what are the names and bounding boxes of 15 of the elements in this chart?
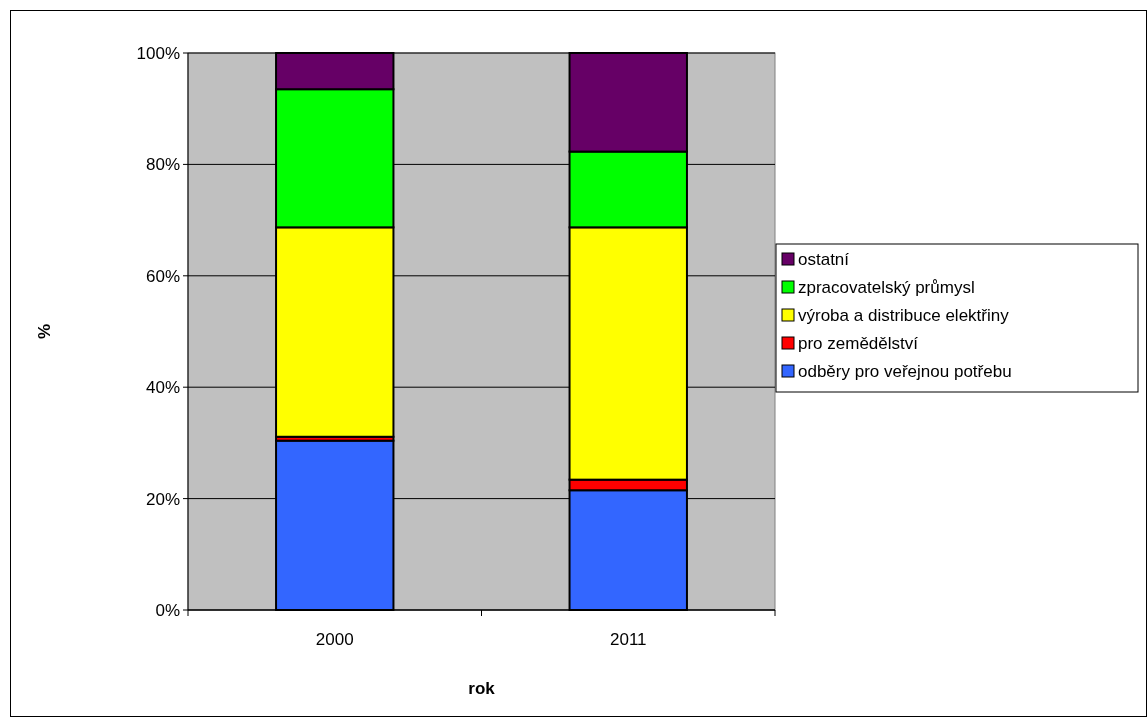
legend-label: ostatní [798,249,850,269]
y-axis-title: % [35,323,54,340]
x-axis-title: rok [468,679,496,698]
x-tick-label: 2000 [315,630,354,649]
y-tick-label: 60% [145,266,180,286]
y-tick-label: 100% [136,43,180,63]
legend-label: odběry pro veřejnou potřebu [798,361,1012,381]
y-tick-label: 80% [145,155,180,175]
y-tick-label: 0% [155,600,180,620]
y-tick-label: 20% [145,489,180,509]
y-tick-label: 40% [145,378,180,398]
legend-label: zpracovatelský průmysl [798,277,975,297]
x-tick-label: 2011 [609,630,647,649]
legend-label: výroba a distribuce elektřiny [798,305,1010,325]
legend-label: pro zemědělství [798,333,919,353]
